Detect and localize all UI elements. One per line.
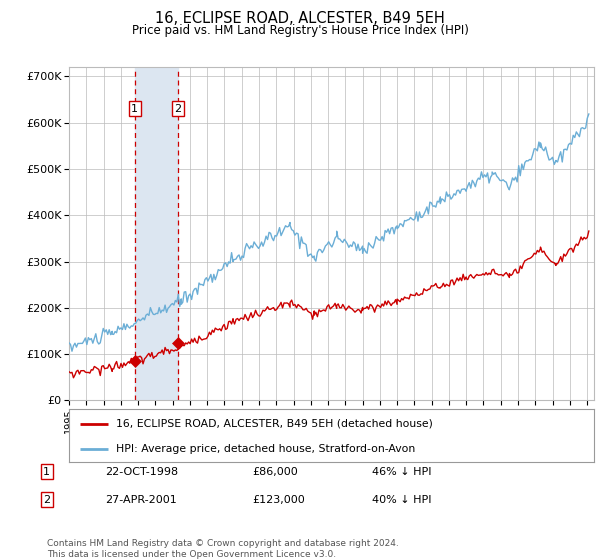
Text: 2: 2 [43,494,50,505]
Text: 16, ECLIPSE ROAD, ALCESTER, B49 5EH (detached house): 16, ECLIPSE ROAD, ALCESTER, B49 5EH (det… [116,419,433,429]
Text: 1: 1 [131,104,138,114]
Text: 40% ↓ HPI: 40% ↓ HPI [372,494,431,505]
Text: £86,000: £86,000 [252,466,298,477]
Text: 46% ↓ HPI: 46% ↓ HPI [372,466,431,477]
Text: 27-APR-2001: 27-APR-2001 [105,494,177,505]
Text: 1: 1 [43,466,50,477]
Bar [135,67,178,400]
Text: 16, ECLIPSE ROAD, ALCESTER, B49 5EH: 16, ECLIPSE ROAD, ALCESTER, B49 5EH [155,11,445,26]
Text: 22-OCT-1998: 22-OCT-1998 [105,466,178,477]
Text: Contains HM Land Registry data © Crown copyright and database right 2024.
This d: Contains HM Land Registry data © Crown c… [47,539,398,559]
Text: Price paid vs. HM Land Registry's House Price Index (HPI): Price paid vs. HM Land Registry's House … [131,24,469,36]
Text: £123,000: £123,000 [252,494,305,505]
Text: 2: 2 [175,104,182,114]
Text: HPI: Average price, detached house, Stratford-on-Avon: HPI: Average price, detached house, Stra… [116,444,415,454]
